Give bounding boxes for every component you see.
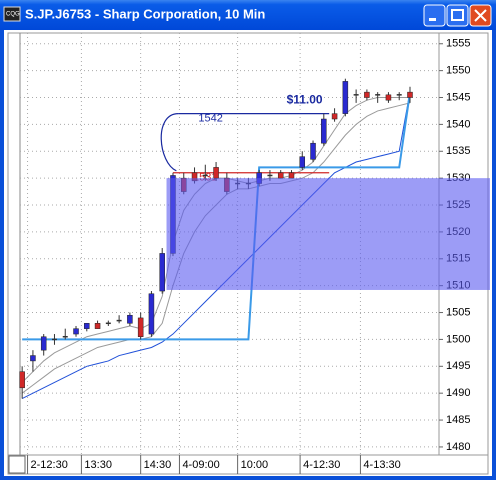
x-tick-label: 2-12:30: [31, 459, 68, 471]
minimize-button[interactable]: [423, 4, 446, 27]
title-bar: [0, 0, 496, 30]
price-zone: [166, 178, 491, 290]
x-tick-label: 4-12:30: [303, 459, 340, 471]
candle-body: [19, 371, 25, 389]
candle-body: [213, 167, 219, 179]
candle-body: [342, 81, 349, 114]
x-tick-label: 4-13:30: [363, 459, 400, 471]
plot: 1480148514901495150015051510151515201525…: [19, 33, 491, 474]
y-tick-label: 1555: [446, 38, 470, 50]
candle-body: [40, 336, 47, 351]
y-tick-label: 1490: [446, 387, 470, 399]
y-tick-label: 1550: [446, 65, 470, 77]
price-annotation: $11.00: [287, 92, 323, 106]
y-tick-label: 1505: [446, 306, 470, 318]
candle-body: [321, 118, 327, 144]
maximize-button[interactable]: [446, 4, 469, 27]
x-axis-panel: [7, 454, 489, 475]
x-tick-label: 10:00: [241, 459, 269, 471]
candle-body: [364, 91, 370, 98]
x-tick-label: 13:30: [84, 459, 112, 471]
candle-body: [148, 293, 155, 335]
corner-box[interactable]: [8, 455, 26, 474]
y-tick-label: 1480: [446, 441, 470, 453]
candle-body: [385, 94, 392, 101]
candle-body: [310, 142, 316, 160]
candle-body: [159, 253, 165, 292]
app-icon-glyph: CQG: [6, 12, 20, 18]
indicator-line: [22, 91, 411, 341]
y-tick-label: 1485: [446, 414, 470, 426]
y-tick-label: 1500: [446, 333, 470, 345]
window-title: S.JP.J6753 - Sharp Corporation, 10 Min: [25, 6, 265, 21]
y-tick-label: 1545: [446, 91, 470, 103]
candle-body: [127, 314, 133, 324]
y-tick-label: 1540: [446, 118, 470, 130]
candle-body: [73, 328, 79, 335]
candle-body: [277, 172, 284, 179]
candle-body: [288, 172, 295, 179]
y-tick-label: 1495: [446, 360, 470, 372]
candle-body: [30, 355, 36, 362]
candle-body: [331, 113, 338, 120]
close-button[interactable]: [469, 4, 492, 27]
level-arrow: [160, 113, 179, 172]
x-tick-label: 4-09:00: [182, 459, 219, 471]
app-icon: [3, 6, 21, 22]
y-tick-label: 1535: [446, 145, 470, 157]
candle-body: [407, 91, 413, 98]
candle-body: [137, 317, 144, 337]
level-label: 1542: [198, 113, 222, 125]
candle-body: [94, 323, 101, 329]
candle-body: [84, 323, 90, 329]
candle-body: [299, 156, 306, 168]
x-tick-label: 14:30: [144, 459, 172, 471]
